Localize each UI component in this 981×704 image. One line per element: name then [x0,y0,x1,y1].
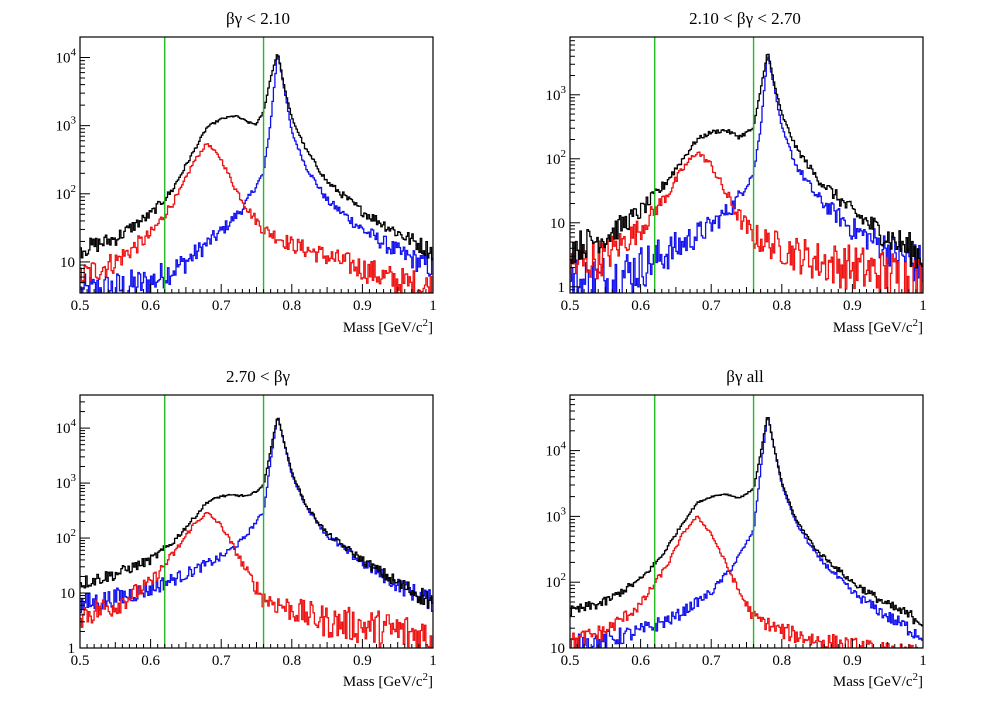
x-tick-label: 0.9 [353,298,372,314]
x-tick-label: 0.8 [282,298,301,314]
series-blue-line [80,55,433,293]
y-tick-label: 103 [546,505,567,525]
x-tick-label: 0.7 [702,298,721,314]
x-axis-label: Mass [GeV/c2] [833,671,923,690]
series-red-line [80,143,433,293]
y-tick-label: 102 [56,527,77,547]
x-axis-label: Mass [GeV/c2] [343,317,433,336]
y-tick-label: 103 [546,84,567,104]
series-total-line [570,416,923,627]
series-blue-line [570,56,923,293]
y-tick-label: 102 [546,148,567,168]
x-tick-label: 1 [429,653,437,669]
chart-panel-4: 0.5 0.6 0.7 0.8 0.9 1 10 102 103 104 βγ all Mass [G… [546,367,927,690]
y-tick-label: 104 [546,440,567,460]
chart-title: βγ all [726,367,764,386]
x-tick-label: 0.8 [282,653,301,669]
x-tick-label: 0.5 [561,653,580,669]
chart-panel-3: 0.5 0.6 0.7 0.8 0.9 1 1 10 102 103 104 2.70 < βγ Mas… [56,367,437,690]
series-red-line [80,511,433,648]
x-tick-label: 1 [919,653,927,669]
y-tick-label: 1 [558,280,566,296]
x-tick-label: 0.5 [71,298,90,314]
series-total-line [80,54,433,261]
y-tick-label: 10 [550,216,565,232]
x-axis-label: Mass [GeV/c2] [343,671,433,690]
x-axis-label: Mass [GeV/c2] [833,317,923,336]
y-tick-label: 104 [56,417,77,437]
chart-title: 2.70 < βγ [226,367,290,386]
x-tick-label: 0.6 [631,653,650,669]
plot-frame [569,394,924,649]
series-total-line [570,53,923,269]
x-tick-label: 0.9 [353,653,372,669]
chart-title: βγ < 2.10 [226,9,290,28]
chart-title: 2.10 < βγ < 2.70 [689,9,801,28]
y-tick-label: 103 [56,472,77,492]
x-tick-label: 0.8 [772,653,791,669]
y-tick-label: 10 [60,255,75,271]
x-tick-label: 0.8 [772,298,791,314]
x-tick-label: 0.7 [702,653,721,669]
x-tick-label: 0.9 [843,653,862,669]
plot-frame [79,36,434,294]
x-tick-label: 0.6 [631,298,650,314]
y-tick-label: 102 [56,183,77,203]
x-tick-label: 1 [429,298,437,314]
y-tick-label: 10 [60,586,75,602]
y-tick-label: 103 [56,115,77,135]
x-tick-label: 0.5 [71,653,90,669]
y-tick-label: 10 [550,641,565,657]
chart-panel-2: 0.5 0.6 0.7 0.8 0.9 1 1 10 102 103 2.10 < βγ < 2.7… [546,9,927,336]
x-tick-label: 0.6 [141,298,160,314]
series-blue-line [570,417,923,648]
chart-panel-1: 0.5 0.6 0.7 0.8 0.9 1 10 102 103 104 βγ < 2.10 Mass… [56,9,437,336]
x-tick-label: 0.6 [141,653,160,669]
x-tick-label: 0.9 [843,298,862,314]
x-tick-label: 0.7 [212,653,231,669]
x-tick-label: 1 [919,298,927,314]
y-tick-label: 1 [68,641,76,657]
plot-frame [569,36,924,294]
series-red-line [570,515,923,648]
x-tick-label: 0.5 [561,298,580,314]
series-red-line [570,151,923,293]
y-tick-label: 104 [56,47,77,67]
series-total-line [80,417,433,609]
y-tick-label: 102 [546,571,567,591]
x-tick-label: 0.7 [212,298,231,314]
